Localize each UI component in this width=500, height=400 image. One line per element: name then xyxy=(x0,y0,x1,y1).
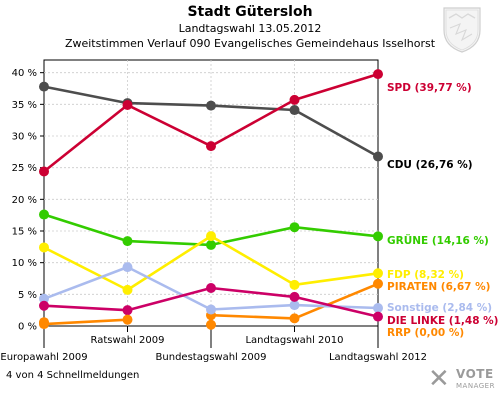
data-point-spd xyxy=(122,99,133,110)
x-tick-label: Landtagswahl 2012 xyxy=(329,352,427,363)
data-point-piraten xyxy=(289,313,300,324)
data-point-die-linke xyxy=(122,305,133,316)
series-label-piraten: PIRATEN (6,67 %) xyxy=(387,281,490,293)
data-point-fdp xyxy=(289,279,300,290)
series-line-rrp-end xyxy=(42,318,129,326)
series-label-spd: SPD (39,77 %) xyxy=(387,82,472,94)
data-point-fdp xyxy=(206,231,216,242)
footer-note: 4 von 4 Schnellmeldungen xyxy=(6,370,140,381)
data-point-rrp-end xyxy=(122,314,133,325)
y-tick-label: 30 % xyxy=(12,132,37,143)
series-label-rrp: RRP (0,00 %) xyxy=(387,327,464,339)
data-point-sonstige xyxy=(206,304,216,315)
x-tick-label: Europawahl 2009 xyxy=(0,352,87,363)
data-point-die-linke xyxy=(289,291,300,302)
y-tick-label: 5 % xyxy=(18,290,37,301)
data-point-cdu xyxy=(39,81,49,92)
data-point-grüne xyxy=(289,222,300,233)
y-tick-label: 15 % xyxy=(12,227,37,238)
data-point-spd xyxy=(373,69,383,80)
chart-title: Stadt Gütersloh xyxy=(187,4,313,20)
data-point-piraten xyxy=(373,278,383,289)
x-tick-label: Landtagswahl 2010 xyxy=(245,335,343,346)
data-point-die-linke xyxy=(373,311,383,322)
data-point-fdp xyxy=(39,242,49,253)
y-tick-label: 20 % xyxy=(12,195,37,206)
data-point-sonstige xyxy=(39,293,49,304)
data-point-grüne xyxy=(122,236,133,247)
data-point-fdp xyxy=(122,284,133,295)
y-tick-label: 40 % xyxy=(12,68,37,79)
data-point-sonstige xyxy=(122,262,133,273)
data-point-spd xyxy=(289,94,300,105)
data-point-die-linke xyxy=(206,283,216,293)
data-point-grüne xyxy=(39,209,49,220)
data-point-rrp-end xyxy=(39,319,49,330)
data-point-cdu xyxy=(206,100,216,111)
data-point-grüne xyxy=(373,231,383,242)
vote-manager-logo: ✕ VOTE MANAGER xyxy=(428,364,498,396)
logo-line2: MANAGER xyxy=(456,382,495,390)
series-label-cdu: CDU (26,76 %) xyxy=(387,159,473,171)
series-label-fdp: FDP (8,32 %) xyxy=(387,269,464,281)
series-label-grüne: GRÜNE (14,16 %) xyxy=(387,233,489,247)
data-point-sonstige xyxy=(373,303,383,314)
coat-of-arms-icon xyxy=(443,7,481,53)
data-point-cdu xyxy=(289,105,300,116)
series-label-sonstige: Sonstige (2,84 %) xyxy=(387,302,492,314)
series-label-die-linke: DIE LINKE (1,48 %) xyxy=(387,315,498,327)
data-point-die-linke xyxy=(39,300,49,311)
data-point-spd xyxy=(206,141,216,152)
logo-line1: VOTE xyxy=(456,367,494,381)
data-point-cdu xyxy=(373,151,383,162)
chart-subtitle: Landtagswahl 13.05.2012 xyxy=(178,22,322,35)
data-point-fdp xyxy=(373,268,383,279)
x-tick-label: Bundestagswahl 2009 xyxy=(156,352,267,363)
data-point-rrp xyxy=(206,319,216,330)
y-tick-label: 25 % xyxy=(12,163,37,174)
y-tick-label: 0 % xyxy=(18,322,37,333)
y-tick-label: 35 % xyxy=(12,100,37,111)
vote-manager-mark-icon: ✕ xyxy=(428,364,450,394)
data-point-sonstige xyxy=(289,300,300,311)
chart-subtitle-secondary: Zweitstimmen Verlauf 090 Evangelisches G… xyxy=(64,37,436,50)
data-point-spd xyxy=(39,166,49,177)
data-point-grüne xyxy=(206,239,216,250)
x-tick-label: Ratswahl 2009 xyxy=(90,335,164,346)
y-tick-label: 10 % xyxy=(12,258,37,269)
